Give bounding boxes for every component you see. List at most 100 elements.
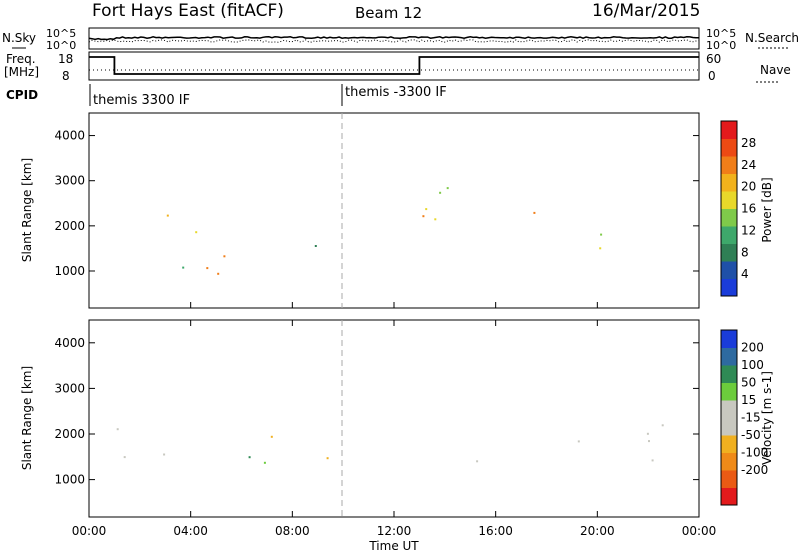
nsearch-label: N.Search bbox=[745, 31, 799, 45]
velocity-colorbar: 200 100 50 15 -15 -50 -100 -200 bbox=[720, 329, 768, 506]
freq-label-2: [MHz] bbox=[4, 65, 39, 79]
velocity-y-axis: 1000 2000 3000 4000 bbox=[54, 336, 699, 487]
colorbar-tick-label: 100 bbox=[741, 358, 764, 372]
x-tick-label: 04:00 bbox=[173, 524, 208, 538]
nsearch-line bbox=[88, 39, 700, 43]
colorbar-swatch bbox=[721, 435, 737, 453]
cpid-segment-2: themis -3300 IF bbox=[345, 85, 447, 100]
colorbar-tick-label: 15 bbox=[741, 393, 756, 407]
nave-label: Nave bbox=[760, 63, 791, 77]
velocity-cell-0 bbox=[123, 456, 126, 459]
velocity-cell-3 bbox=[648, 440, 650, 443]
power-cell-8 bbox=[439, 191, 442, 194]
nsky-tick-bottom: 10^0 bbox=[46, 39, 76, 52]
power-cell-2 bbox=[206, 267, 209, 270]
freq-label-1: Freq. bbox=[6, 52, 36, 66]
colorbar-swatch bbox=[721, 487, 737, 506]
colorbar-swatch bbox=[721, 278, 737, 297]
freq-panel bbox=[88, 51, 700, 81]
nsky-tick-top: 10^5 bbox=[46, 27, 76, 40]
y-tick-label: 2000 bbox=[54, 219, 85, 233]
velocity-panel-background bbox=[89, 320, 699, 517]
velocity-cell-2 bbox=[270, 435, 273, 438]
power-colorbar-label: Power [dB] bbox=[760, 177, 774, 242]
colorbar-tick-label: 16 bbox=[741, 202, 756, 216]
power-cell-7 bbox=[434, 218, 437, 221]
colorbar-tick-label: 20 bbox=[741, 180, 756, 194]
velocity-cell-1 bbox=[263, 461, 266, 464]
velocity-cell-3 bbox=[577, 440, 580, 443]
nsearch-tick-top: 10^5 bbox=[706, 27, 736, 40]
colorbar-tick-label: 24 bbox=[741, 158, 756, 172]
velocity-ylabel: Slant Range [km] bbox=[20, 366, 34, 470]
velocity-cell-0 bbox=[116, 428, 119, 431]
y-tick-label: 3000 bbox=[54, 174, 85, 188]
colorbar-tick-label: 200 bbox=[741, 341, 764, 355]
power-cell-7 bbox=[600, 233, 603, 236]
colorbar-tick-label: 12 bbox=[741, 223, 756, 237]
x-tick-label: 12:00 bbox=[377, 524, 412, 538]
colorbar-tick-label: 28 bbox=[741, 136, 756, 150]
freq-tick-bottom: 8 bbox=[62, 69, 70, 83]
colorbar-swatch bbox=[721, 400, 737, 418]
freq-line bbox=[89, 56, 699, 75]
colorbar-tick-label: -100 bbox=[741, 446, 768, 460]
colorbar-tick-label: 8 bbox=[741, 245, 749, 259]
velocity-cell-0 bbox=[163, 453, 166, 456]
power-ylabel: Slant Range [km] bbox=[20, 158, 34, 262]
y-tick-label: 3000 bbox=[54, 381, 85, 395]
colorbar-tick-label: 4 bbox=[741, 267, 749, 281]
power-scatter bbox=[166, 187, 603, 275]
y-tick-label: 1000 bbox=[54, 473, 85, 487]
power-cell-7 bbox=[422, 215, 425, 218]
colorbar-swatch bbox=[721, 382, 737, 401]
y-tick-label: 2000 bbox=[54, 427, 85, 441]
velocity-cell-3 bbox=[661, 424, 664, 427]
colorbar-swatch bbox=[721, 138, 737, 157]
y-tick-label: 4000 bbox=[54, 336, 85, 350]
colorbar-swatch bbox=[721, 347, 737, 366]
colorbar-swatch bbox=[721, 156, 737, 174]
colorbar-frame bbox=[720, 329, 738, 506]
colorbar-swatch bbox=[721, 330, 737, 348]
colorbar-swatch bbox=[721, 470, 737, 488]
velocity-cell-3 bbox=[476, 460, 479, 463]
xlabel: Time UT bbox=[368, 539, 419, 553]
nsearch-tick-bottom: 10^0 bbox=[706, 39, 736, 52]
velocity-cell-3 bbox=[646, 432, 649, 435]
colorbar-swatch bbox=[721, 452, 737, 471]
power-cell-1 bbox=[195, 231, 198, 234]
power-cell-7 bbox=[533, 211, 536, 214]
nave-tick-top: 60 bbox=[706, 52, 721, 66]
colorbar-swatch bbox=[721, 121, 737, 139]
colorbar-frame bbox=[720, 120, 738, 297]
y-tick-label: 4000 bbox=[54, 129, 85, 143]
x-tick-label: 00:00 bbox=[72, 524, 107, 538]
y-tick-label: 1000 bbox=[54, 264, 85, 278]
power-panel-background bbox=[89, 113, 699, 308]
velocity-cell-3 bbox=[651, 459, 654, 462]
colorbar-swatch bbox=[721, 191, 737, 209]
power-cell-1 bbox=[166, 214, 169, 217]
colorbar-tick-label: -50 bbox=[741, 428, 761, 442]
nsky-line bbox=[88, 36, 699, 41]
nsky-label: N.Sky bbox=[2, 31, 36, 45]
colorbar-tick-label: 50 bbox=[741, 376, 756, 390]
x-tick-label: 08:00 bbox=[275, 524, 310, 538]
velocity-cell-2 bbox=[326, 457, 329, 460]
date-title: 16/Mar/2015 bbox=[592, 1, 700, 21]
velocity-colorbar-label: Velocity [m s-1] bbox=[760, 371, 774, 465]
cpid-segment-1: themis 3300 IF bbox=[93, 93, 190, 108]
time-x-axis: 00:00 04:00 08:00 12:00 16:00 20:00 00:00 bbox=[72, 302, 716, 538]
power-colorbar: 4 8 12 16 20 24 28 bbox=[720, 120, 756, 297]
power-cell-3 bbox=[217, 272, 220, 275]
colorbar-swatch bbox=[721, 365, 737, 383]
power-cell-8 bbox=[446, 187, 449, 190]
nave-tick-bottom: 0 bbox=[708, 69, 716, 83]
power-y-axis: 1000 2000 3000 4000 bbox=[54, 129, 699, 278]
beam-title: Beam 12 bbox=[355, 4, 422, 22]
colorbar-swatch bbox=[721, 226, 737, 244]
colorbar-swatch bbox=[721, 417, 737, 436]
velocity-scatter bbox=[116, 424, 664, 464]
